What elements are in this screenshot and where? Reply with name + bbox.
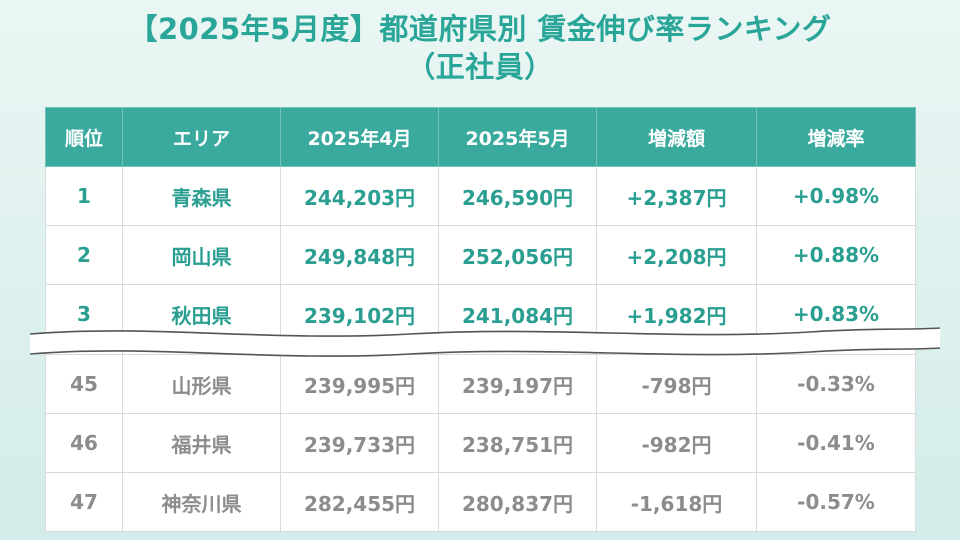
- cell-rank: 1: [45, 166, 123, 226]
- page-title: 【2025年5月度】都道府県別 賃金伸び率ランキング （正社員）: [0, 10, 960, 86]
- header-may: 2025年5月: [438, 107, 597, 167]
- cell-diff: +2,387円: [596, 166, 757, 226]
- cell-rate: -0.57%: [756, 472, 916, 532]
- table-row: 47 神奈川県 282,455円 280,837円 -1,618円 -0.57%: [45, 472, 916, 532]
- cell-may: 280,837円: [438, 472, 597, 532]
- cell-rate: -0.33%: [756, 354, 916, 414]
- cell-area: 山形県: [122, 354, 281, 414]
- cell-diff: +2,208円: [596, 225, 757, 285]
- title-line-1: 【2025年5月度】都道府県別 賃金伸び率ランキング: [128, 12, 832, 46]
- cell-april: 249,848円: [280, 225, 439, 285]
- title-line-2: （正社員）: [406, 50, 554, 84]
- cell-rate: +0.88%: [756, 225, 916, 285]
- ranking-table: 順位 エリア 2025年4月 2025年5月 増減額 増減率 1 青森県 244…: [45, 107, 916, 532]
- table-row: 2 岡山県 249,848円 252,056円 +2,208円 +0.88%: [45, 225, 916, 285]
- cell-april: 239,995円: [280, 354, 439, 414]
- cell-area: 福井県: [122, 413, 281, 473]
- cell-diff: -1,618円: [596, 472, 757, 532]
- cell-april: 282,455円: [280, 472, 439, 532]
- header-rank: 順位: [45, 107, 123, 167]
- cell-area: 青森県: [122, 166, 281, 226]
- cell-rate: +0.98%: [756, 166, 916, 226]
- table-row: 1 青森県 244,203円 246,590円 +2,387円 +0.98%: [45, 166, 916, 226]
- header-rate: 増減率: [756, 107, 916, 167]
- cell-may: 239,197円: [438, 354, 597, 414]
- cell-april: 244,203円: [280, 166, 439, 226]
- cell-april: 239,733円: [280, 413, 439, 473]
- header-april: 2025年4月: [280, 107, 439, 167]
- cell-rate: -0.41%: [756, 413, 916, 473]
- cell-area: 岡山県: [122, 225, 281, 285]
- table-row: 46 福井県 239,733円 238,751円 -982円 -0.41%: [45, 413, 916, 473]
- header-diff: 増減額: [596, 107, 757, 167]
- cell-may: 246,590円: [438, 166, 597, 226]
- table-break-wave: [30, 327, 940, 357]
- cell-may: 238,751円: [438, 413, 597, 473]
- cell-may: 252,056円: [438, 225, 597, 285]
- cell-area: 神奈川県: [122, 472, 281, 532]
- cell-rank: 46: [45, 413, 123, 473]
- cell-rank: 47: [45, 472, 123, 532]
- table-header-row: 順位 エリア 2025年4月 2025年5月 増減額 増減率: [45, 107, 916, 167]
- cell-diff: -982円: [596, 413, 757, 473]
- cell-rank: 45: [45, 354, 123, 414]
- cell-diff: -798円: [596, 354, 757, 414]
- table-row: 45 山形県 239,995円 239,197円 -798円 -0.33%: [45, 354, 916, 414]
- header-area: エリア: [122, 107, 281, 167]
- cell-rank: 2: [45, 225, 123, 285]
